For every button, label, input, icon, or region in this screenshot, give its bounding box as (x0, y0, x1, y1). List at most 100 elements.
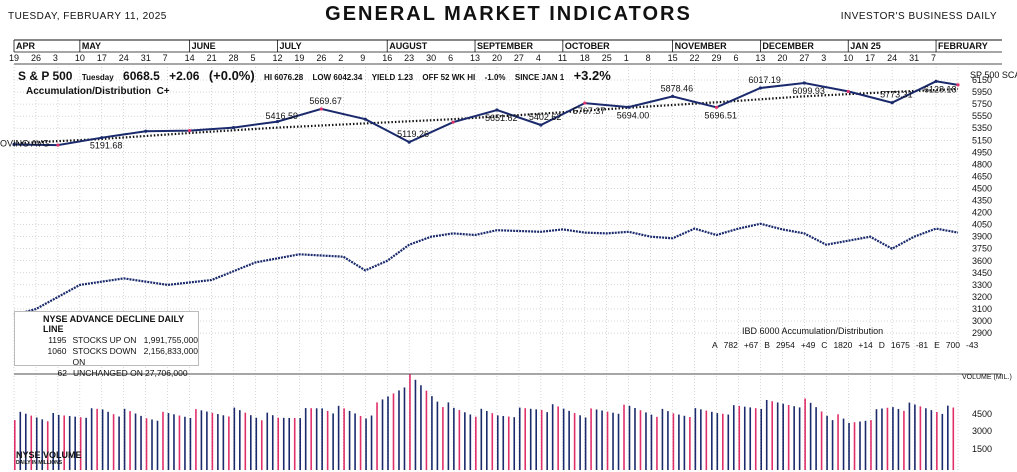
volume-bar (486, 410, 488, 470)
volume-bar (195, 409, 197, 470)
day-label: 11 (558, 53, 567, 63)
ad-line (13, 222, 959, 317)
ibd6000-item: +67 (743, 340, 759, 350)
day-label: 19 (294, 53, 304, 63)
price-tick-label: 4200 (972, 208, 992, 218)
volume-bar (200, 410, 203, 470)
volume-bar (156, 420, 159, 470)
volume-bar (930, 410, 933, 470)
volume-bar (24, 413, 27, 470)
price-tick-label: 3100 (972, 304, 992, 314)
month-label: NOVEMBER (675, 41, 728, 51)
price-annotation: 5651.62 (485, 113, 518, 123)
day-label: 19 (9, 53, 19, 63)
volume-bar (244, 412, 247, 470)
volume-tick-label: 3000 (972, 426, 992, 436)
volume-bar (595, 409, 598, 470)
ibd6000-item: +14 (858, 340, 873, 350)
price-tick-label: 5150 (972, 135, 992, 145)
day-label: 12 (272, 53, 282, 63)
volume-bar (321, 408, 323, 470)
price-annotation: 5119.26 (397, 129, 429, 139)
volume-bar (601, 410, 603, 470)
volume-bar (793, 406, 795, 470)
sp500-point (231, 125, 236, 130)
price-tick-label: 5550 (972, 111, 992, 121)
volume-bar (771, 401, 773, 470)
month-label: AUGUST (389, 41, 428, 51)
volume-bar (425, 390, 428, 470)
volume-bar (804, 398, 806, 470)
volume-bar (392, 393, 395, 470)
volume-bar (886, 407, 889, 470)
volume-bar (667, 411, 669, 470)
ibd6000-item: 1675 (890, 340, 910, 350)
volume-bar (293, 418, 296, 470)
volume-bar (634, 407, 636, 470)
volume-bar (908, 402, 911, 470)
sp500-lo: LOW 6042.34 (312, 73, 363, 82)
volume-bar (820, 411, 823, 470)
volume-bar (420, 385, 422, 470)
price-annotation: 6099.93 (792, 86, 825, 96)
volume-bar (524, 408, 527, 470)
volume-bar (689, 417, 691, 470)
sp500-point (495, 108, 499, 112)
day-label: 22 (690, 53, 700, 63)
volume-bar (925, 408, 927, 470)
volume-bar (722, 413, 724, 470)
volume-bar (650, 414, 653, 470)
volume-bar (683, 415, 686, 470)
volume-bar (875, 409, 878, 470)
month-label: MAY (82, 41, 101, 51)
sp500-point (275, 119, 280, 124)
sp500-point (144, 129, 148, 133)
volume-bar (359, 415, 362, 470)
volume-bar (315, 408, 318, 470)
volume-bar (540, 409, 543, 470)
day-label: 1 (624, 53, 629, 63)
volume-bar (573, 413, 576, 470)
ibd6000-title: IBD 6000 Accumulation/Distribution (742, 326, 884, 336)
ad-row: 62 UNCHANGED ON 27,706,000 (15, 368, 198, 379)
volume-bar (837, 414, 839, 470)
day-label: 13 (755, 53, 765, 63)
volume-bar (79, 417, 82, 470)
ibd6000-item: 1820 (833, 340, 853, 350)
advance-decline-box: NYSE ADVANCE DECLINE DAILY LINE 1195 STOC… (14, 311, 199, 378)
volume-bar (480, 408, 483, 470)
volume-bar (732, 405, 735, 470)
price-tick-label: 3300 (972, 280, 992, 290)
day-label: 23 (404, 53, 414, 63)
volume-bar (672, 413, 675, 470)
sp500-point (802, 81, 806, 85)
day-label: 18 (580, 53, 590, 63)
accum-label: Accumulation/Distribution (26, 86, 151, 97)
volume-bar (101, 409, 104, 470)
volume-bar (436, 401, 439, 470)
volume-bar (151, 419, 153, 470)
month-label: SEPTEMBER (477, 41, 534, 51)
volume-bar (63, 415, 65, 470)
sp500-stats: S & P 500 Tuesday 6068.5 +2.06 (+0.0%) H… (18, 68, 617, 83)
volume-bar (365, 418, 367, 470)
price-annotation: 5694.00 (617, 110, 650, 120)
volume-label: NYSE VOLUME (16, 450, 82, 460)
price-tick-label: 4350 (972, 196, 992, 206)
volume-bar (842, 418, 845, 470)
volume-bar (892, 407, 894, 470)
volume-bar (782, 403, 784, 470)
sp500-point (56, 143, 60, 147)
day-label: 27 (514, 53, 524, 63)
volume-bar (787, 404, 790, 470)
day-label: 24 (887, 53, 897, 63)
sp500-day: Tuesday (81, 73, 114, 82)
price-tick-label: 6150 (972, 75, 992, 85)
volume-bar (211, 412, 214, 470)
day-label: 27 (799, 53, 809, 63)
sp500-point (583, 101, 587, 105)
volume-bar (398, 390, 400, 470)
sp500-pct: (+0.0%) (208, 68, 255, 83)
volume-tick-label: 1500 (972, 444, 992, 454)
volume-bar (952, 407, 955, 470)
